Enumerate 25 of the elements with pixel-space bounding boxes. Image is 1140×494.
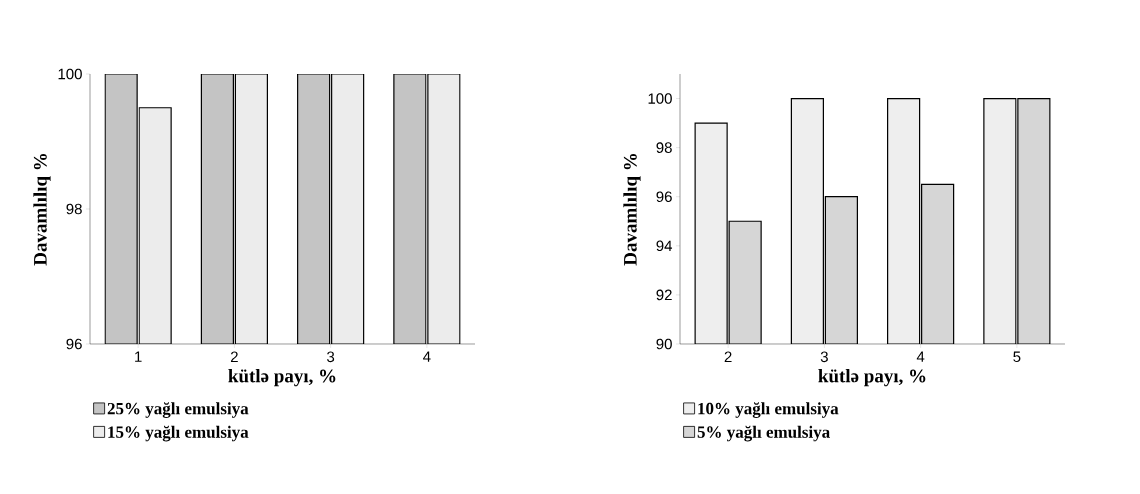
y-tick-label: 92 — [656, 289, 672, 301]
y-tick-label: 94 — [656, 240, 673, 252]
x-tick-label: 3 — [327, 351, 335, 363]
legend-label: 10% yağlı emulsiya — [698, 402, 839, 418]
y-axis-title: Davamlılıq % — [33, 154, 51, 266]
y-tick-label: 100 — [648, 93, 672, 104]
y-tick-label: 98 — [66, 203, 82, 215]
x-tick-label: 3 — [820, 351, 828, 363]
x-tick-label: 2 — [230, 351, 238, 362]
y-tick-label: 100 — [58, 68, 82, 80]
y-tick-label: 96 — [66, 338, 82, 350]
x-tick-label: 4 — [423, 351, 431, 362]
y-tick-label: 98 — [656, 142, 672, 153]
x-tick-label: 5 — [1013, 351, 1021, 362]
x-axis-title: kütlə payı, % — [228, 369, 336, 387]
legend-label: 25% yağlı emulsiya — [107, 402, 249, 418]
x-tick-label: 1 — [135, 351, 142, 362]
y-tick-label: 96 — [656, 191, 672, 203]
x-tick-label: 2 — [724, 351, 732, 362]
legend-label: 5% yağlı emulsiya — [697, 425, 830, 442]
y-tick-label: 90 — [656, 338, 672, 350]
legend-label: 15% yağlı emulsiya — [108, 425, 249, 442]
y-axis-title: Davamlılıq % — [623, 154, 641, 266]
x-tick-label: 4 — [916, 351, 925, 362]
x-axis-title: kütlə payı, % — [818, 369, 926, 387]
